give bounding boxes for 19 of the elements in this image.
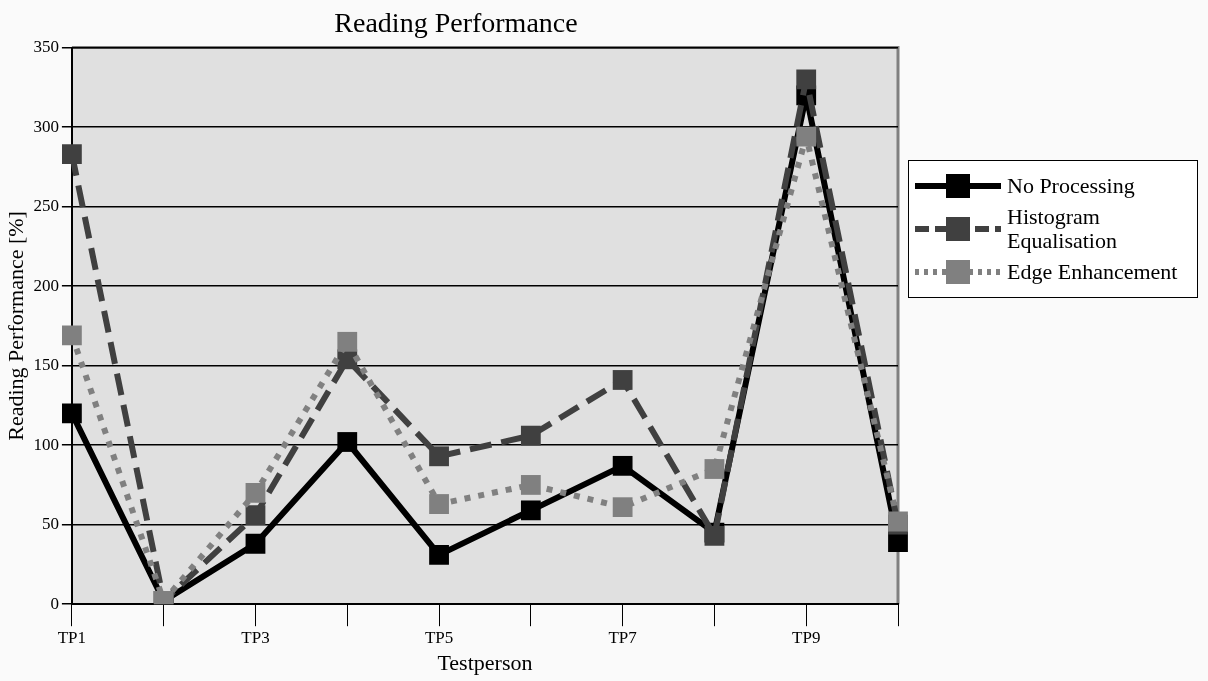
x-axis-title: Testperson <box>437 649 533 675</box>
y-axis-title: Reading Performance [%] <box>2 211 28 441</box>
y-tick-label: 100 <box>33 434 59 454</box>
y-tick-label: 0 <box>50 593 59 613</box>
y-tick-label: 50 <box>41 514 59 534</box>
chart-title: Reading Performance <box>334 7 578 39</box>
y-tick-label: 150 <box>33 355 59 375</box>
x-tick-label: TP5 <box>424 627 454 647</box>
y-tick-label: 350 <box>33 37 59 57</box>
legend-label: No Processing <box>1007 173 1135 198</box>
y-tick-label: 250 <box>33 196 59 216</box>
x-tick-label: TP1 <box>57 627 87 647</box>
legend-label: Histogram Equalisation <box>1007 204 1118 253</box>
x-tick-label: TP9 <box>792 627 821 647</box>
y-tick-label: 200 <box>33 275 59 295</box>
legend-label: Edge Enhancement <box>1007 259 1178 284</box>
x-tick-label: TP3 <box>241 627 270 647</box>
x-tick-label: TP7 <box>608 627 638 647</box>
y-tick-label: 300 <box>33 116 59 136</box>
